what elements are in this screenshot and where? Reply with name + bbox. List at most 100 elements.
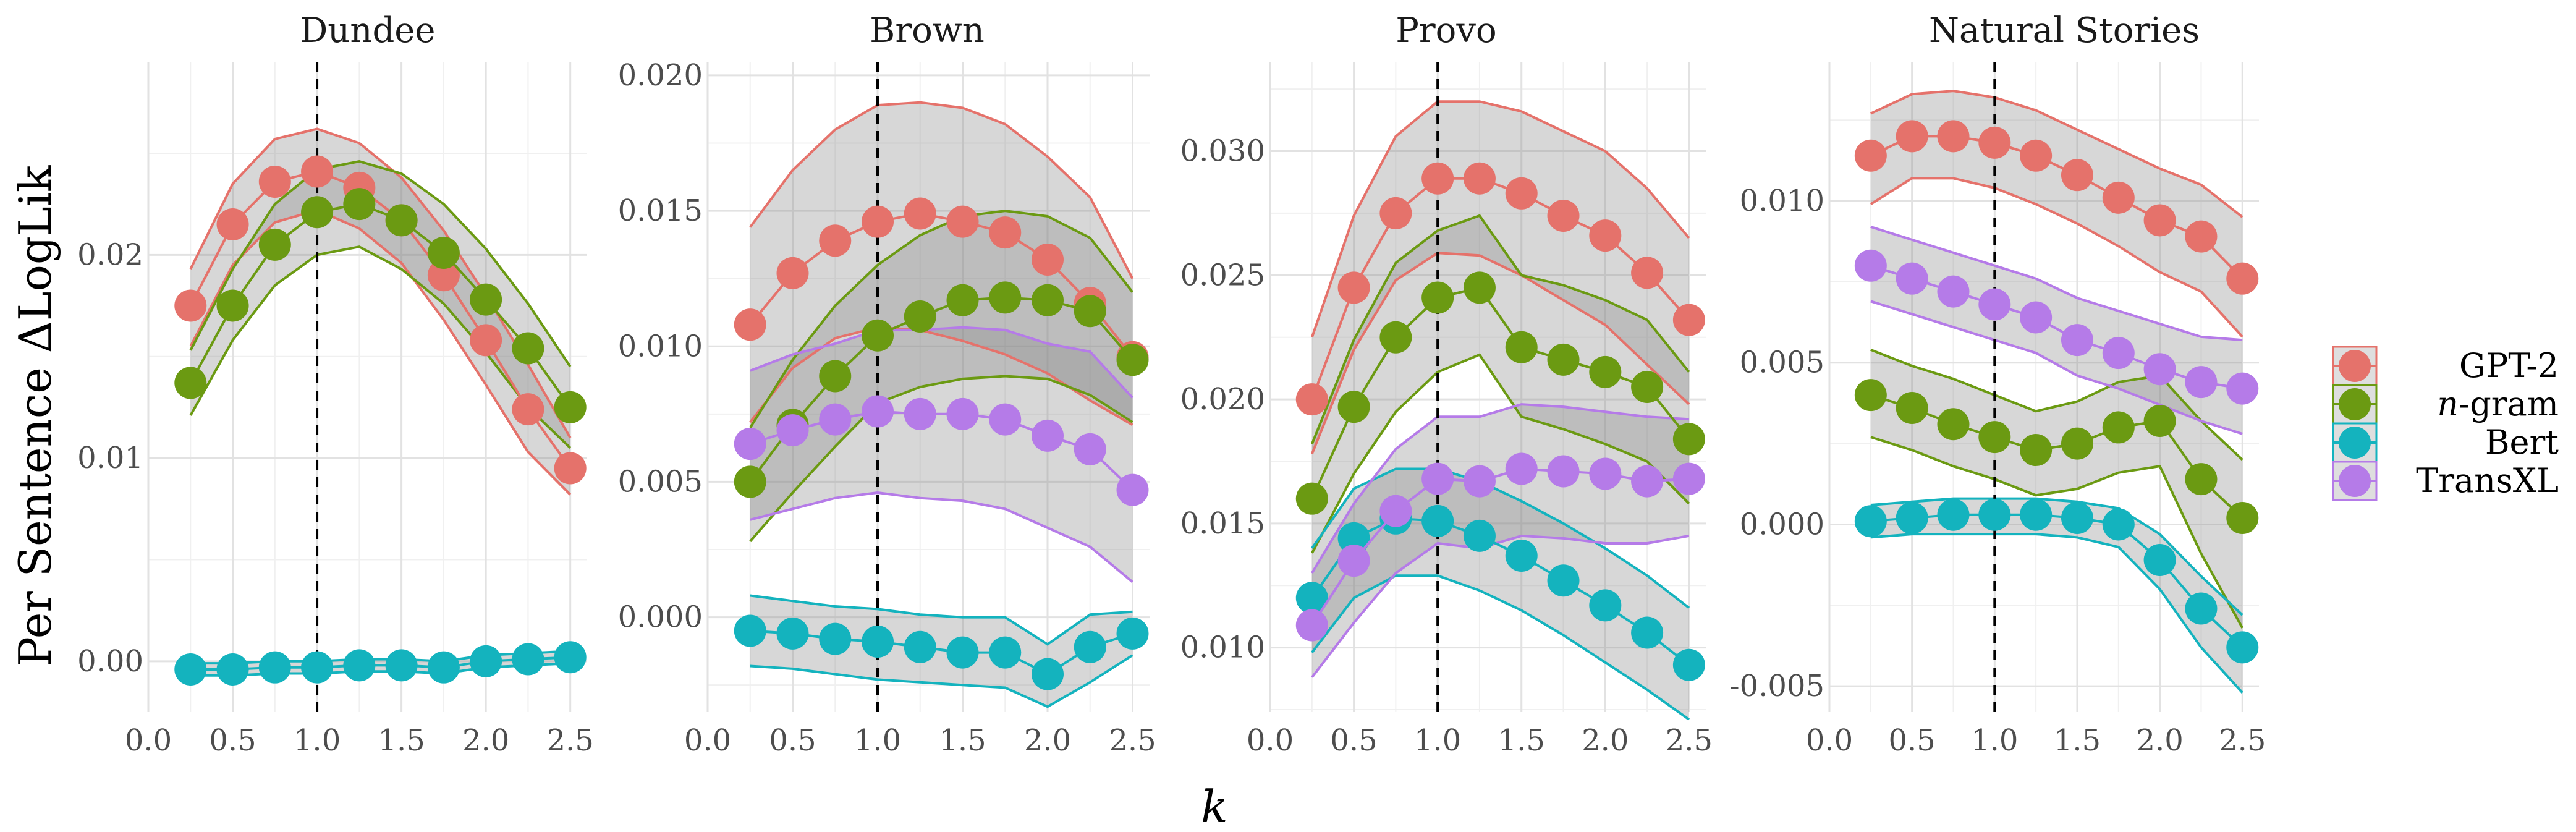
legend-key-gpt-2 [2332, 346, 2378, 386]
data-point-transxl [862, 395, 894, 428]
data-point-gpt-2 [1631, 257, 1664, 289]
data-point-bert [2143, 544, 2176, 577]
legend-key-transxl [2332, 461, 2378, 501]
x-tick-label: 0.0 [1806, 723, 1853, 758]
data-point-n-gram [1672, 423, 1705, 456]
series-line-bert [190, 656, 570, 671]
series-line-bert [750, 629, 1133, 676]
y-tick-label: 0.005 [1740, 346, 1824, 380]
data-point-n-gram [512, 332, 544, 365]
data-point-n-gram [1337, 391, 1370, 423]
data-point-bert [385, 649, 418, 682]
data-point-transxl [1854, 249, 1887, 282]
data-point-n-gram [2020, 434, 2053, 467]
data-point-gpt-2 [1547, 199, 1580, 232]
y-tick-label: 0.00 [77, 644, 143, 679]
data-point-n-gram [2226, 501, 2259, 534]
y-tick-label: 0.005 [618, 464, 703, 499]
data-point-gpt-2 [1032, 243, 1064, 276]
data-point-transxl [1032, 419, 1064, 452]
ribbon-upper-gpt-2 [1870, 90, 2243, 218]
data-point-transxl [1505, 452, 1538, 485]
facet-provo: 0.0 0.5 1.0 1.5 2.0 2.5 0.010 0.015 0.020 0.025 0.… [1180, 11, 1713, 758]
data-point-bert [427, 651, 460, 684]
data-point-n-gram [1631, 371, 1664, 403]
data-point-n-gram [734, 465, 766, 498]
x-tick-label: 0.5 [209, 723, 256, 758]
data-point-n-gram [2143, 404, 2176, 437]
x-tick-label: 1.5 [939, 723, 986, 758]
data-point-bert [1937, 498, 1970, 531]
legend-key-point [2339, 427, 2371, 459]
x-tick-label: 2.0 [1582, 723, 1629, 758]
data-point-transxl [1421, 462, 1454, 495]
ribbon-lower-gpt-2 [1870, 177, 2243, 338]
data-point-n-gram [1937, 408, 1970, 441]
x-tick-label: 1.0 [1971, 723, 2018, 758]
data-point-bert [1505, 540, 1538, 572]
data-point-n-gram [1421, 281, 1454, 314]
data-point-gpt-2 [1505, 177, 1538, 210]
legend-key-n-gram [2332, 384, 2378, 425]
series-line-n-gram [1310, 286, 1690, 499]
x-tick-label: 2.5 [1666, 723, 1713, 758]
x-tick-label: 1.0 [1414, 723, 1461, 758]
data-point-gpt-2 [554, 452, 587, 485]
data-point-n-gram [904, 300, 936, 333]
data-point-gpt-2 [2020, 139, 2053, 172]
ribbon-lower-bert [1311, 574, 1690, 721]
data-point-bert [1463, 519, 1496, 552]
data-point-gpt-2 [216, 208, 249, 240]
data-point-transxl [1116, 473, 1149, 506]
data-point-n-gram [174, 367, 207, 399]
ribbon-lower-n-gram [749, 375, 1133, 543]
data-point-n-gram [2061, 427, 2093, 460]
y-tick-label: 0.015 [618, 193, 703, 228]
y-tick-label: 0.000 [618, 600, 703, 635]
x-tick-label: 0.5 [1330, 723, 1377, 758]
y-tick-label: 0.020 [618, 58, 703, 93]
data-point-transxl [776, 414, 809, 447]
data-point-bert [1421, 504, 1454, 537]
data-point-gpt-2 [427, 259, 460, 292]
data-point-bert [946, 636, 979, 669]
y-tick-label: 0.010 [1180, 630, 1265, 665]
facet-title: Provo [1396, 11, 1497, 51]
x-tick-label: 0.0 [125, 723, 172, 758]
data-point-gpt-2 [2226, 262, 2259, 295]
data-point-gpt-2 [862, 205, 894, 238]
ribbon-upper-gpt-2 [749, 101, 1134, 279]
data-point-transxl [819, 403, 852, 436]
ribbon-lower-n-gram [1870, 436, 2244, 629]
data-point-bert [904, 630, 936, 663]
legend-label-bert: Bert [2485, 423, 2559, 462]
data-point-gpt-2 [1589, 219, 1622, 252]
data-point-transxl [2061, 324, 2093, 357]
data-point-n-gram [1032, 284, 1064, 316]
x-tick-label: 1.0 [854, 723, 901, 758]
data-point-bert [734, 614, 766, 647]
data-point-n-gram [2102, 411, 2135, 444]
data-point-bert [2185, 592, 2218, 625]
ribbon-lower-transxl [750, 491, 1133, 584]
y-tick-label: 0.030 [1180, 134, 1265, 169]
data-point-transxl [1074, 433, 1106, 465]
data-point-transxl [1379, 495, 1412, 527]
ribbon-upper-transxl [1311, 403, 1690, 574]
data-point-transxl [1631, 465, 1664, 498]
data-point-gpt-2 [1978, 126, 2011, 159]
facet-brown: 0.0 0.5 1.0 1.5 2.0 2.5 0.000 0.005 0.010 0.015 0.… [618, 11, 1156, 758]
y-tick-label: 0.015 [1180, 506, 1265, 541]
series-line-transxl [1870, 264, 2243, 390]
data-point-transxl [734, 428, 766, 461]
ribbon-bert [1870, 498, 2243, 693]
data-point-gpt-2 [1896, 120, 1928, 153]
y-tick-label: -0.005 [1729, 669, 1824, 703]
legend-label-rest: -gram [2459, 384, 2559, 423]
x-tick-label: 2.5 [2219, 723, 2266, 758]
ribbon-upper-gpt-2 [1310, 100, 1690, 338]
data-point-n-gram [385, 204, 418, 237]
ribbon-lower-n-gram [189, 245, 572, 449]
